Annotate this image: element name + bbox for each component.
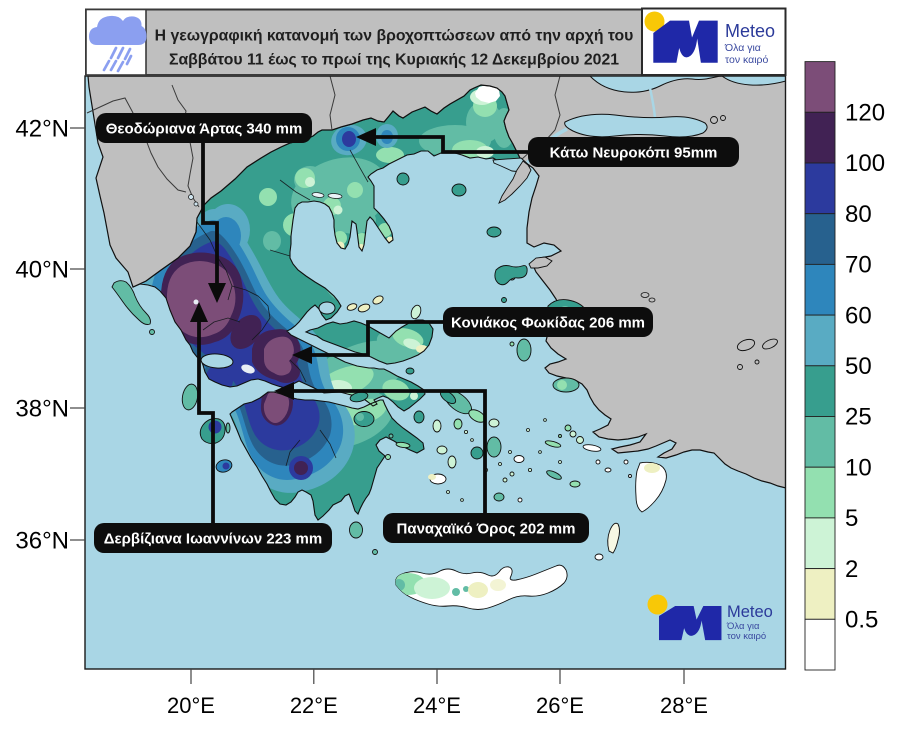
svg-text:50: 50 <box>845 353 872 380</box>
svg-text:42°N: 42°N <box>15 116 69 143</box>
svg-text:Η γεωγραφική κατανομή των βροχ: Η γεωγραφική κατανομή των βροχοπτώσεων α… <box>155 28 634 45</box>
svg-text:Meteo: Meteo <box>727 603 773 621</box>
svg-text:60: 60 <box>845 302 872 329</box>
svg-text:Σαββάτου 11 έως το πρωί της Κυ: Σαββάτου 11 έως το πρωί της Κυριακής 12 … <box>169 52 619 69</box>
svg-text:Κάτω Νευροκόπι 95mm: Κάτω Νευροκόπι 95mm <box>550 145 718 162</box>
svg-text:25: 25 <box>845 404 872 431</box>
svg-text:Δερβίζιανα Ιωαννίνων 223 mm: Δερβίζιανα Ιωαννίνων 223 mm <box>104 531 322 548</box>
svg-text:28°E: 28°E <box>660 693 708 718</box>
svg-text:10: 10 <box>845 454 872 481</box>
svg-text:22°E: 22°E <box>290 693 338 718</box>
svg-text:τον καιρό: τον καιρό <box>727 631 766 642</box>
svg-text:36°N: 36°N <box>15 528 69 555</box>
svg-text:Όλα για: Όλα για <box>724 42 761 54</box>
svg-text:20°E: 20°E <box>167 693 215 718</box>
svg-text:τον καιρό: τον καιρό <box>725 54 769 66</box>
svg-text:40°N: 40°N <box>15 257 69 284</box>
svg-text:24°E: 24°E <box>413 693 461 718</box>
svg-text:0.5: 0.5 <box>845 607 878 634</box>
svg-text:26°E: 26°E <box>536 693 584 718</box>
svg-text:Meteo: Meteo <box>725 21 775 41</box>
svg-text:Θεοδώριανα Άρτας 340 mm: Θεοδώριανα Άρτας 340 mm <box>106 121 303 138</box>
svg-text:100: 100 <box>845 150 885 177</box>
svg-text:120: 120 <box>845 100 885 127</box>
svg-text:Παναχαϊκό Όρος 202 mm: Παναχαϊκό Όρος 202 mm <box>397 521 576 538</box>
svg-text:Όλα για: Όλα για <box>726 621 760 632</box>
svg-text:5: 5 <box>845 505 858 532</box>
svg-text:70: 70 <box>845 252 872 279</box>
svg-text:Κονιάκος Φωκίδας 206 mm: Κονιάκος Φωκίδας 206 mm <box>451 315 645 332</box>
svg-text:38°N: 38°N <box>15 396 69 423</box>
svg-text:80: 80 <box>845 201 872 228</box>
svg-text:2: 2 <box>845 556 858 583</box>
